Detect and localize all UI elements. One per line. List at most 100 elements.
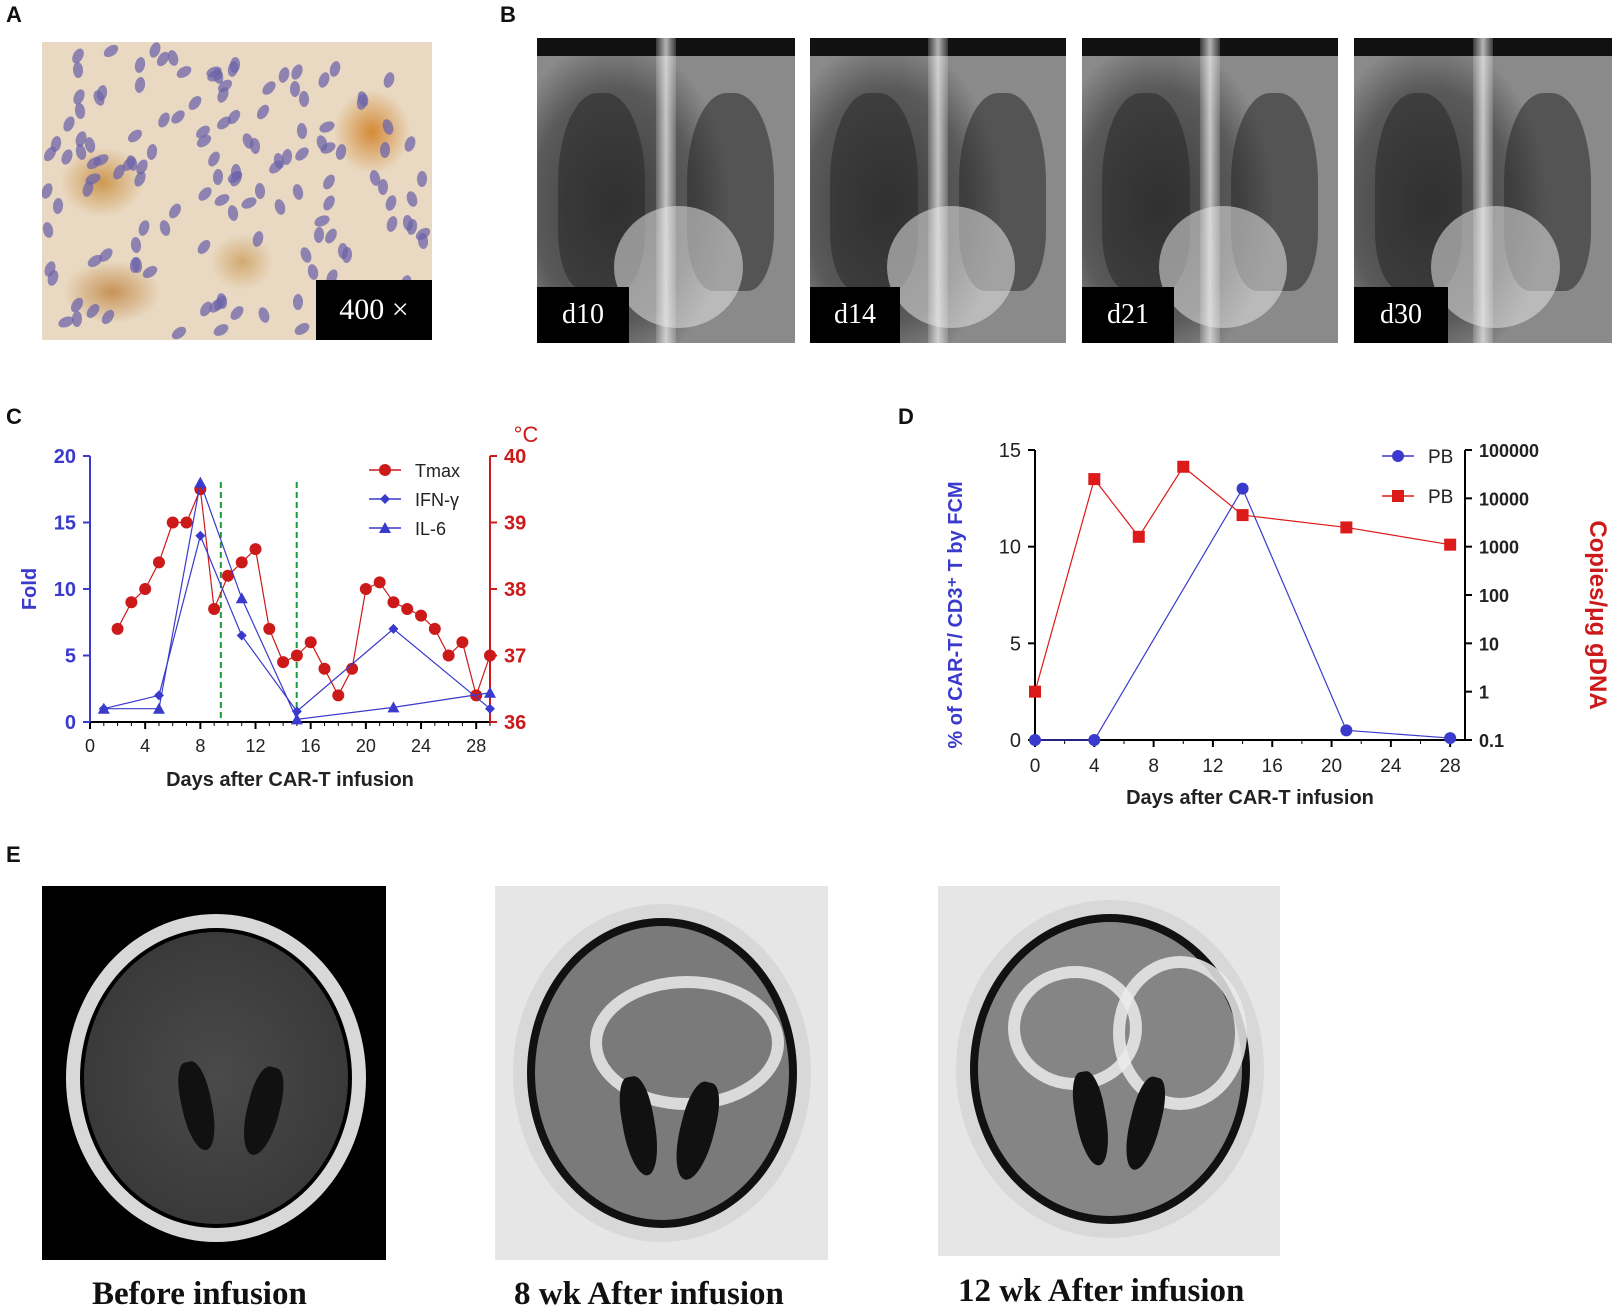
cell-nucleus [194, 238, 213, 257]
cell-nucleus [136, 219, 152, 238]
xray-label-d30: d30 [1354, 287, 1448, 343]
cell-nucleus [133, 76, 147, 95]
data-point-0 [387, 596, 400, 609]
cell-nucleus [384, 214, 399, 233]
y-tick-label-right-d: 100 [1479, 586, 1509, 606]
data-point-0 [139, 583, 152, 595]
y-tick-label-left-c: 5 [65, 646, 76, 668]
x-tick-label-c: 0 [85, 736, 95, 756]
cell-nucleus [133, 55, 147, 74]
y-tick-label-left-c: 15 [54, 513, 76, 535]
cell-nucleus [60, 115, 77, 134]
cell-nucleus [379, 141, 390, 159]
cell-nucleus [250, 230, 265, 249]
x-tick-label-c: 24 [411, 736, 431, 756]
cell-nucleus [249, 137, 261, 155]
data-point-d-0 [1444, 732, 1457, 745]
cell-nucleus [239, 195, 259, 212]
cell-nucleus [166, 201, 183, 221]
data-point-d-0 [1340, 724, 1353, 737]
cell-nucleus [260, 78, 279, 98]
data-point-0 [277, 656, 290, 669]
y-tick-label-left-c: 0 [65, 712, 76, 734]
data-point-0 [208, 602, 221, 615]
data-point-d-0 [1029, 734, 1041, 746]
y-tick-label-left-c: 10 [54, 579, 76, 601]
cell-nucleus [227, 303, 246, 323]
cell-nucleus [402, 135, 418, 154]
cell-nucleus [298, 245, 314, 265]
data-point-0 [401, 602, 414, 615]
data-point-2 [484, 686, 496, 698]
x-tick-label-c: 12 [246, 736, 266, 756]
panel-letter-a: A [6, 2, 22, 27]
y-tick-label-right-c: 36 [504, 712, 526, 734]
x-tick-label-c: 4 [140, 736, 150, 756]
cell-nucleus [306, 263, 320, 281]
xray-label-d21: d21 [1082, 287, 1174, 343]
legend-label-d: PB [1428, 487, 1453, 508]
y-tick-label-right-c: 37 [504, 646, 526, 668]
y-tick-label-right-d: 0.1 [1479, 731, 1504, 751]
panel-letter-e: E [6, 842, 21, 867]
data-point-0 [111, 622, 124, 635]
legend-marker-c [379, 464, 391, 476]
cell-nucleus [71, 87, 88, 107]
cell-nucleus [273, 197, 288, 216]
data-point-2 [194, 476, 207, 488]
legend-label-c: Tmax [415, 461, 460, 481]
y-tick-label-right-c: 38 [504, 579, 526, 601]
x-tick-label-d: 8 [1148, 756, 1159, 777]
cell-nucleus [42, 182, 55, 201]
x-tick-label-d: 4 [1089, 756, 1100, 777]
data-point-0 [359, 583, 372, 595]
cell-nucleus [404, 190, 419, 209]
x-tick-label-c: 28 [466, 736, 486, 756]
mri-image-8wk [495, 886, 828, 1260]
legend-label-c: IFN-γ [415, 490, 459, 510]
cell-nucleus [174, 63, 193, 81]
cell-nucleus [277, 65, 292, 85]
caption-12wk: 12 wk After infusion [958, 1273, 1245, 1309]
x-tick-label-d: 0 [1030, 756, 1041, 777]
cell-nucleus [73, 61, 84, 79]
data-point-0 [415, 609, 428, 622]
data-point-0 [373, 576, 386, 589]
cell-nucleus [98, 307, 117, 327]
y-tick-label-left-d: 10 [999, 537, 1021, 559]
y2-label-d: Copies/μg gDNA [1584, 520, 1611, 709]
cell-nucleus [227, 203, 240, 222]
data-point-0 [304, 636, 317, 649]
cell-nucleus [416, 171, 427, 188]
data-point-2 [387, 701, 400, 713]
x-tick-label-c: 20 [356, 736, 376, 756]
data-point-d-0 [1088, 734, 1101, 746]
data-point-0 [166, 516, 179, 529]
cell-nucleus [291, 183, 305, 202]
cell-nucleus [327, 60, 342, 79]
data-point-0 [456, 636, 469, 649]
y-label-d: % of CAR-T/ CD3⁺ T by FCM [945, 481, 967, 748]
cell-nucleus [168, 108, 188, 127]
series-line-d-1 [1034, 465, 1451, 692]
data-point-0 [180, 516, 193, 529]
data-point-2 [290, 713, 303, 725]
caption-before-infusion: Before infusion [92, 1276, 307, 1312]
cell-nucleus [52, 197, 64, 215]
x-tick-label-d: 24 [1380, 756, 1402, 777]
data-point-0 [332, 689, 345, 702]
mri-image-before [42, 886, 386, 1260]
cell-nucleus [292, 294, 304, 311]
cell-nucleus [211, 322, 231, 339]
cell-nucleus [212, 169, 224, 186]
cell-nucleus [382, 71, 397, 90]
data-point-d-1 [1177, 460, 1190, 473]
y-tick-label-right-c: 40 [504, 446, 526, 468]
xray-label-d10: d10 [537, 287, 629, 343]
cell-nucleus [312, 212, 332, 229]
cell-nucleus [56, 314, 76, 331]
cell-nucleus [341, 246, 353, 264]
panel-letter-c: C [6, 404, 22, 429]
y-tick-label-right-d: 10000 [1479, 489, 1529, 509]
cell-nucleus [288, 62, 305, 82]
